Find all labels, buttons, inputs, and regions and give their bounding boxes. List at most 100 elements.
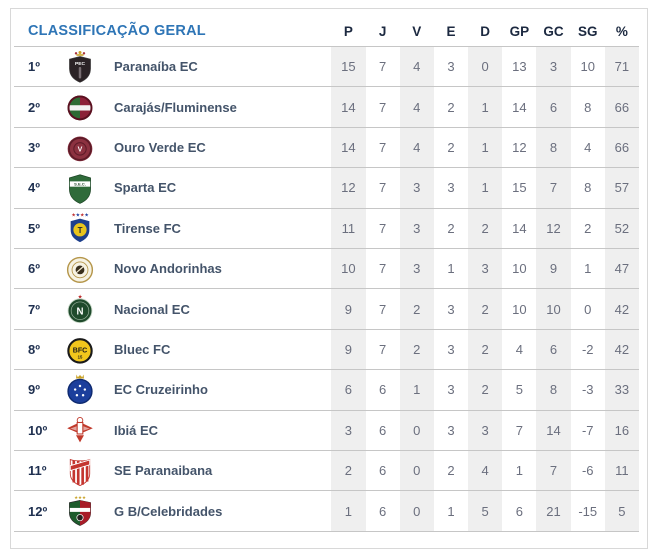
stat-cell-pct: 71 (604, 47, 639, 87)
table-header-row: CLASSIFICAÇÃO GERAL P J V E D GP GC SG% (14, 9, 639, 46)
stat-cell-gc: 14 (536, 410, 571, 451)
team-badge-icon: ★ N (60, 292, 100, 326)
standings-table: CLASSIFICAÇÃO GERAL P J V E D GP GC SG% 1º PEC Pa… (10, 8, 648, 549)
stat-cell-gp: 12 (512, 140, 527, 156)
table-row: 2º Carajás/Fluminense 14 7 4 2 1 14 6 8 66 (14, 86, 639, 127)
stat-cell-pct: 5 (604, 491, 639, 531)
stat-cell-d: 2 (468, 208, 503, 249)
svg-text:PEC: PEC (75, 60, 85, 66)
stat-cell-v: 4 (399, 127, 434, 168)
page-title: CLASSIFICAÇÃO GERAL (28, 23, 206, 39)
stat-cell-sg: 10 (580, 59, 595, 75)
position-label: 5º (28, 220, 40, 236)
stat-cell-v: 3 (399, 168, 434, 208)
stat-cell-e: 2 (447, 140, 455, 156)
stat-cell-gp: 10 (512, 301, 527, 317)
stat-cell-pct: 33 (604, 370, 639, 410)
svg-text:BFC: BFC (73, 347, 87, 354)
team-badge-icon (60, 413, 100, 447)
table-row: 1º PEC Paranaíba EC 15 7 4 3 0 13 3 10 71 (14, 46, 639, 87)
team-name: Paranaíba EC (114, 59, 198, 75)
column-header-d: D (480, 23, 491, 39)
team-badge-icon: ★★★★ T (60, 211, 100, 245)
stat-cell-gp: 7 (515, 422, 523, 438)
stat-cell-v: 2 (399, 329, 434, 370)
stat-cell-p: 14 (331, 87, 366, 127)
stat-cell-pct: 11 (604, 451, 639, 491)
position-label: 4º (28, 180, 40, 196)
column-header-p: P (343, 23, 353, 39)
stat-cell-v: 0 (399, 451, 434, 491)
stat-cell-gc: 6 (536, 329, 571, 370)
stat-cell-sg: 4 (584, 140, 592, 156)
stats-cells: 9 7 2 3 2 4 6 -2 42 (331, 329, 639, 370)
table-row: 9º EC Cruzeirinho 6 6 1 3 2 5 8 -3 33 (14, 369, 639, 410)
stat-cell-gc: 12 (536, 208, 571, 249)
stat-cell-sg: -2 (581, 342, 594, 358)
stat-cell-gc: 21 (536, 491, 571, 531)
position-label: 7º (28, 301, 40, 317)
table-row: 11º SE Paranaibana 2 6 0 2 4 1 7 -6 11 (14, 450, 639, 491)
stat-cell-e: 3 (447, 180, 455, 196)
stat-cell-sg: -6 (581, 463, 594, 479)
stat-cell-pct: 42 (604, 289, 639, 329)
stat-cell-gp: 4 (515, 342, 523, 358)
stat-cell-gp: 13 (512, 59, 527, 75)
team-name: Ouro Verde EC (114, 140, 206, 156)
stat-cell-gp: 1 (515, 463, 523, 479)
stat-cell-sg: 8 (584, 180, 592, 196)
stat-cell-j: 7 (378, 220, 387, 236)
stat-cell-d: 2 (468, 329, 503, 370)
team-badge-icon: BFC 15 (60, 333, 100, 367)
stats-cells: 12 7 3 3 1 15 7 8 57 (331, 168, 639, 208)
stat-cell-pct: 57 (604, 168, 639, 208)
position-label: 2º (28, 99, 40, 115)
stat-cell-gc: 6 (536, 87, 571, 127)
stats-cells: 15 7 4 3 0 13 3 10 71 (331, 47, 639, 87)
stat-cell-e: 3 (447, 342, 455, 358)
table-row: 6º Novo Andorinhas 10 7 3 1 3 10 9 1 47 (14, 248, 639, 289)
stat-cell-gp: 10 (512, 261, 527, 277)
stat-cell-d: 5 (468, 491, 503, 531)
stat-cell-e: 3 (447, 301, 455, 317)
stat-cell-p: 9 (331, 289, 366, 329)
stat-cell-sg: 2 (584, 220, 592, 236)
stat-cell-p: 12 (331, 168, 366, 208)
team-name: Tirense FC (114, 220, 181, 236)
table-row: 10º Ibiá EC 3 6 0 3 3 7 14 -7 16 (14, 409, 639, 451)
stats-cells: 9 7 2 3 2 10 10 0 42 (331, 289, 639, 329)
stat-cell-d: 1 (468, 127, 503, 168)
stats-cells: 14 7 4 2 1 12 8 4 66 (331, 127, 639, 168)
team-name: G B/Celebridades (114, 503, 223, 519)
stats-cells: 3 6 0 3 3 7 14 -7 16 (331, 410, 639, 451)
stat-cell-sg: -3 (581, 382, 594, 398)
svg-text:★★★★: ★★★★ (71, 213, 89, 219)
table-row: 7º ★ N Nacional EC 9 7 2 3 2 10 10 0 42 (14, 288, 639, 329)
stat-cell-e: 2 (447, 99, 455, 115)
position-label: 9º (28, 382, 40, 398)
stat-cell-d: 1 (468, 87, 503, 127)
column-header-gp: GP (509, 23, 530, 39)
svg-text:15: 15 (78, 354, 83, 359)
stat-cell-v: 4 (399, 87, 434, 127)
team-name: Bluec FC (114, 342, 171, 358)
stat-cell-sg: -7 (581, 422, 594, 438)
team-name: EC Cruzeirinho (114, 382, 208, 398)
svg-text:T: T (78, 226, 83, 235)
team-name: Carajás/Fluminense (114, 99, 237, 115)
stat-cell-e: 1 (447, 261, 455, 277)
stat-cell-d: 3 (468, 249, 503, 289)
stat-cell-p: 14 (331, 127, 366, 168)
team-badge-icon (60, 252, 100, 286)
stats-cells: 11 7 3 2 2 14 12 2 52 (331, 208, 639, 249)
stat-cell-pct: 16 (604, 410, 639, 451)
stat-cell-gp: 6 (515, 503, 523, 519)
stat-cell-gc: 8 (536, 370, 571, 410)
team-name: Novo Andorinhas (114, 261, 222, 277)
stat-cell-pct: 66 (604, 127, 639, 168)
stat-cell-e: 3 (447, 382, 455, 398)
stat-cell-v: 2 (399, 289, 434, 329)
stat-cell-pct: 52 (604, 208, 639, 249)
team-badge-icon: ★★★ (60, 494, 100, 528)
stat-cell-d: 4 (468, 451, 503, 491)
